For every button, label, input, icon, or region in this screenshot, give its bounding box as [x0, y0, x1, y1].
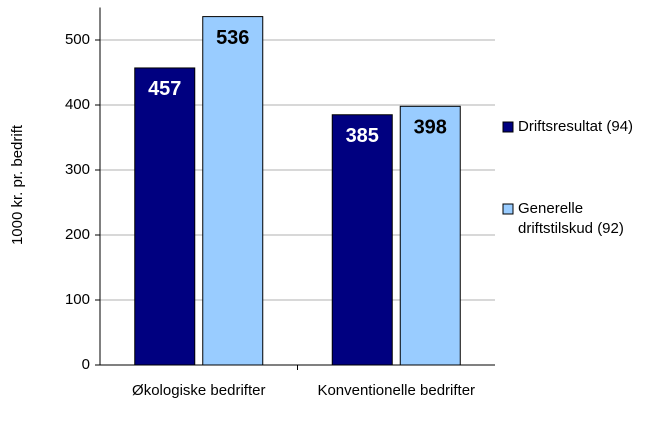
y-tick-label: 200: [65, 226, 90, 243]
data-label: 385: [346, 125, 379, 147]
data-label: 398: [414, 117, 447, 139]
y-tick-label: 500: [65, 31, 90, 48]
y-axis-title: 1000 kr. pr. bedrift: [9, 124, 26, 245]
legend-swatch: [502, 203, 514, 215]
bar: [331, 114, 393, 366]
bar: [399, 105, 461, 366]
y-tick-label: 100: [65, 291, 90, 308]
y-tick-label: 0: [82, 356, 90, 373]
data-label: 457: [148, 78, 181, 100]
legend-label: Generelle driftstilskud (92): [518, 200, 624, 237]
legend-swatch: [502, 121, 514, 133]
y-tick-label: 400: [65, 96, 90, 113]
bar: [202, 16, 264, 366]
x-tick-label: Økologiske bedrifter: [132, 382, 266, 399]
y-tick-label: 300: [65, 161, 90, 178]
data-label: 536: [216, 27, 249, 49]
legend-label: Driftsresultat (94): [518, 118, 634, 135]
bar: [134, 67, 196, 366]
x-tick-label: Konventionelle bedrifter: [317, 382, 476, 399]
